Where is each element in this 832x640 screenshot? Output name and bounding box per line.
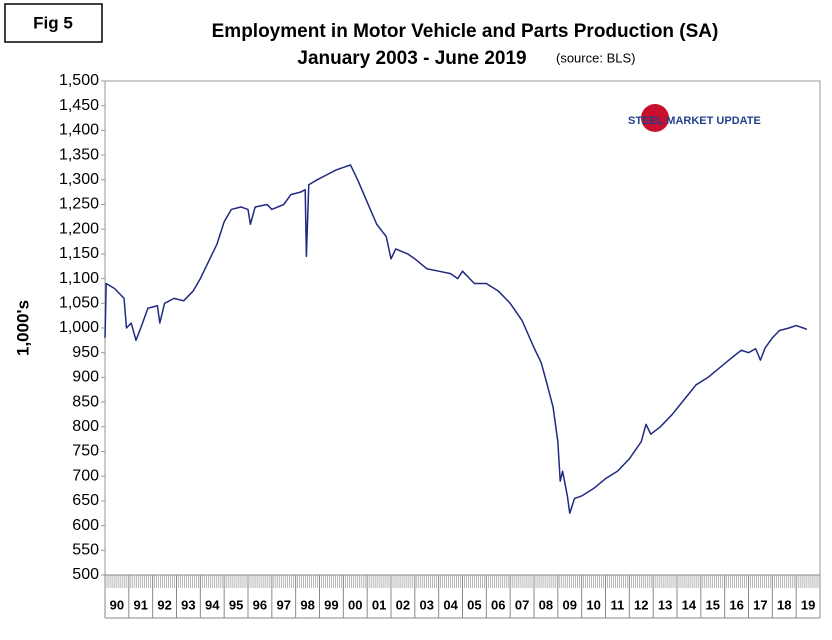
x-tick-label: 11 xyxy=(611,597,625,612)
x-tick-label: 98 xyxy=(300,597,314,612)
y-tick-label: 500 xyxy=(72,566,99,583)
x-tick-label: 03 xyxy=(420,597,434,612)
x-tick-label: 16 xyxy=(729,597,743,612)
y-tick-label: 600 xyxy=(72,517,99,534)
x-tick-label: 14 xyxy=(682,597,697,612)
y-tick-label: 1,200 xyxy=(59,220,99,237)
y-tick-label: 800 xyxy=(72,418,99,435)
x-tick-label: 19 xyxy=(801,597,815,612)
y-tick-label: 1,300 xyxy=(59,171,99,188)
y-tick-label: 1,050 xyxy=(59,295,99,312)
x-tick-label: 96 xyxy=(253,597,267,612)
x-tick-label: 07 xyxy=(515,597,529,612)
x-tick-label: 18 xyxy=(777,597,791,612)
x-tick-label: 13 xyxy=(658,597,672,612)
x-tick-label: 92 xyxy=(157,597,171,612)
logo-icon xyxy=(641,104,669,132)
chart-title: Employment in Motor Vehicle and Parts Pr… xyxy=(212,21,719,42)
y-tick-label: 950 xyxy=(72,344,99,361)
y-tick-label: 1,100 xyxy=(59,270,99,287)
x-tick-label: 17 xyxy=(753,597,767,612)
x-tick-label: 10 xyxy=(586,597,600,612)
x-tick-label: 12 xyxy=(634,597,648,612)
x-tick-label: 04 xyxy=(443,597,458,612)
x-tick-label: 97 xyxy=(277,597,291,612)
x-tick-label: 95 xyxy=(229,597,243,612)
x-tick-label: 02 xyxy=(396,597,410,612)
x-tick-label: 90 xyxy=(110,597,124,612)
x-tick-label: 09 xyxy=(563,597,577,612)
x-tick-label: 01 xyxy=(372,597,386,612)
logo: STEEL MARKET UPDATE xyxy=(628,115,761,127)
chart-subtitle: January 2003 - June 2019 xyxy=(297,48,526,69)
y-tick-label: 1,150 xyxy=(59,245,99,262)
y-axis-label: 1,000's xyxy=(13,300,32,356)
y-tick-label: 1,000 xyxy=(59,319,99,336)
y-tick-label: 1,400 xyxy=(59,122,99,139)
y-tick-label: 700 xyxy=(72,467,99,484)
y-tick-label: 1,450 xyxy=(59,97,99,114)
y-tick-label: 550 xyxy=(72,542,99,559)
y-tick-label: 1,500 xyxy=(59,72,99,89)
y-tick-label: 1,350 xyxy=(59,146,99,163)
x-tick-label: 15 xyxy=(706,597,720,612)
y-tick-label: 650 xyxy=(72,492,99,509)
x-tick-label: 93 xyxy=(181,597,195,612)
x-tick-label: 94 xyxy=(205,597,220,612)
y-tick-label: 1,250 xyxy=(59,196,99,213)
y-tick-label: 750 xyxy=(72,443,99,460)
figure-label: Fig 5 xyxy=(33,13,73,32)
x-tick-label: 91 xyxy=(134,597,148,612)
data-line xyxy=(104,164,808,514)
x-tick-label: 06 xyxy=(491,597,505,612)
plot-frame xyxy=(104,80,821,576)
x-tick-label: 05 xyxy=(467,597,481,612)
figure-box xyxy=(4,3,103,43)
x-tick-label: 00 xyxy=(348,597,362,612)
x-tick-label: 08 xyxy=(539,597,553,612)
source-note: (source: BLS) xyxy=(556,50,635,65)
x-tick-label: 99 xyxy=(324,597,338,612)
y-tick-label: 850 xyxy=(72,393,99,410)
y-tick-label: 900 xyxy=(72,369,99,386)
